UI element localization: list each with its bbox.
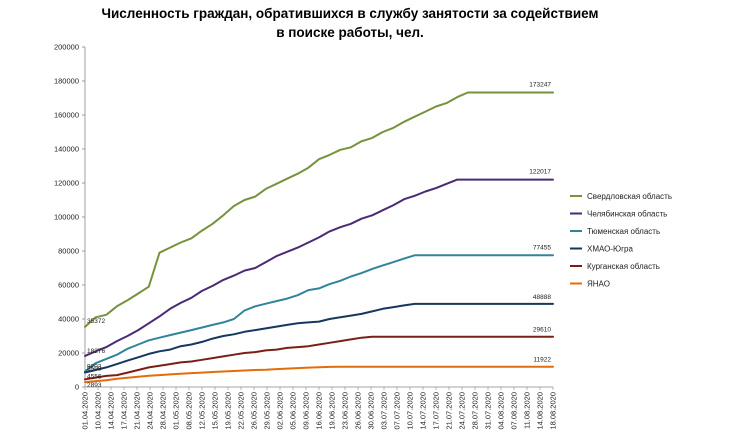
- last-value-label: 29610: [533, 327, 551, 334]
- x-tick-label: 14.04.2020: [107, 392, 116, 430]
- legend-label: ХМАО-Югра: [587, 245, 633, 254]
- legend-label: Свердловская область: [587, 192, 672, 201]
- y-tick-label: 200000: [54, 43, 79, 52]
- last-value-label: 48888: [533, 294, 551, 301]
- first-value-label: 8508: [87, 366, 102, 373]
- legend: Свердловская область Челябинская область Т…: [570, 192, 672, 289]
- x-tick-label: 23.06.2020: [341, 392, 350, 430]
- x-tick-label: 12.05.2020: [198, 392, 207, 430]
- x-tick-label: 21.07.2020: [445, 392, 454, 430]
- x-tick-label: 19.05.2020: [224, 392, 233, 430]
- x-tick-label: 01.05.2020: [172, 392, 181, 430]
- x-tick-label: 14.07.2020: [419, 392, 428, 430]
- axes: 0 20000 40000 60000 80000 100000 120000 140000 1…: [54, 43, 558, 430]
- series-line: [84, 254, 554, 373]
- first-value-label: 18276: [87, 348, 105, 355]
- last-value-label: 11922: [533, 357, 551, 364]
- x-tick-label: 21.04.2020: [133, 392, 142, 430]
- data-labels: 35372 173247 18276 122017 9203 77455 8508 48888…: [87, 81, 551, 389]
- x-tick-label: 05.06.2020: [289, 392, 298, 430]
- first-value-label: 2893: [87, 382, 102, 389]
- x-tick-label: 04.08.2020: [497, 392, 506, 430]
- x-tick-label: 22.05.2020: [237, 392, 246, 430]
- series-line: [84, 91, 554, 328]
- legend-label: Тюменская область: [587, 227, 660, 236]
- x-tick-label: 18.08.2020: [549, 392, 558, 430]
- x-tick-label: 03.07.2020: [380, 392, 389, 430]
- y-tick-label: 20000: [58, 349, 79, 358]
- x-tick-label: 31.07.2020: [484, 392, 493, 430]
- x-tick-label: 10.04.2020: [94, 392, 103, 430]
- y-tick-label: 180000: [54, 77, 79, 86]
- x-tick-label: 17.07.2020: [432, 392, 441, 430]
- x-tick-label: 16.06.2020: [315, 392, 324, 430]
- series-lines: [84, 91, 554, 384]
- series-line: [84, 178, 554, 357]
- x-tick-label: 10.07.2020: [406, 392, 415, 430]
- y-tick-label: 140000: [54, 145, 79, 154]
- x-tick-label: 09.06.2020: [302, 392, 311, 430]
- last-value-label: 173247: [529, 81, 551, 88]
- legend-label: Курганская область: [587, 262, 660, 271]
- last-value-label: 77455: [533, 244, 551, 251]
- x-tick-label: 07.08.2020: [510, 392, 519, 430]
- y-tick-label: 40000: [58, 315, 79, 324]
- series-line: [84, 365, 554, 384]
- y-tick-label: 0: [75, 383, 79, 392]
- y-tick-label: 120000: [54, 179, 79, 188]
- x-tick-label: 26.05.2020: [250, 392, 259, 430]
- x-tick-label: 07.07.2020: [393, 392, 402, 430]
- chart-title: Численность граждан, обратившихся в служ…: [101, 6, 599, 40]
- x-tick-label: 30.06.2020: [367, 392, 376, 430]
- x-tick-label: 14.08.2020: [536, 392, 545, 430]
- x-tick-label: 28.07.2020: [471, 392, 480, 430]
- first-value-label: 35372: [87, 318, 105, 325]
- last-value-label: 122017: [529, 169, 551, 176]
- x-tick-label: 02.06.2020: [276, 392, 285, 430]
- x-tick-label: 19.06.2020: [328, 392, 337, 430]
- x-tick-label: 01.04.2020: [81, 392, 90, 430]
- x-tick-label: 08.05.2020: [185, 392, 194, 430]
- series-line: [84, 335, 554, 381]
- x-tick-label: 28.04.2020: [159, 392, 168, 430]
- y-tick-label: 160000: [54, 111, 79, 120]
- y-tick-label: 100000: [54, 213, 79, 222]
- series-line: [84, 302, 554, 374]
- first-value-label: 9203: [87, 363, 102, 370]
- y-tick-label: 80000: [58, 247, 79, 256]
- x-tick-label: 17.04.2020: [120, 392, 129, 430]
- y-tick-label: 60000: [58, 281, 79, 290]
- legend-label: Челябинская область: [587, 210, 667, 219]
- first-value-label: 4556: [87, 373, 102, 380]
- x-tick-label: 24.07.2020: [458, 392, 467, 430]
- x-tick-label: 15.05.2020: [211, 392, 220, 430]
- x-tick-label: 26.06.2020: [354, 392, 363, 430]
- x-tick-label: 11.08.2020: [523, 392, 532, 429]
- x-tick-label: 29.05.2020: [263, 392, 272, 430]
- legend-label: ЯНАО: [587, 280, 610, 289]
- x-tick-label: 24.04.2020: [146, 392, 155, 430]
